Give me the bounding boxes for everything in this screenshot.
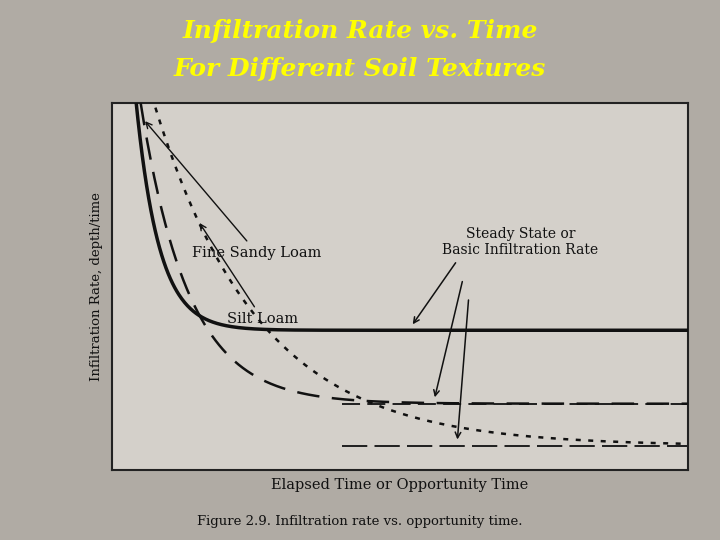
- Text: Silt Loam: Silt Loam: [200, 224, 298, 326]
- Y-axis label: Infiltration Rate, depth/time: Infiltration Rate, depth/time: [90, 192, 103, 381]
- Text: For Different Soil Textures: For Different Soil Textures: [174, 57, 546, 80]
- Text: Figure 2.9. Infiltration rate vs. opportunity time.: Figure 2.9. Infiltration rate vs. opport…: [197, 515, 523, 528]
- Text: Steady State or
Basic Infiltration Rate: Steady State or Basic Infiltration Rate: [443, 227, 598, 257]
- X-axis label: Elapsed Time or Opportunity Time: Elapsed Time or Opportunity Time: [271, 478, 528, 492]
- Text: Infiltration Rate vs. Time: Infiltration Rate vs. Time: [182, 19, 538, 43]
- Text: Fine Sand: Fine Sand: [0, 539, 1, 540]
- Text: Fine Sandy Loam: Fine Sandy Loam: [146, 123, 322, 260]
